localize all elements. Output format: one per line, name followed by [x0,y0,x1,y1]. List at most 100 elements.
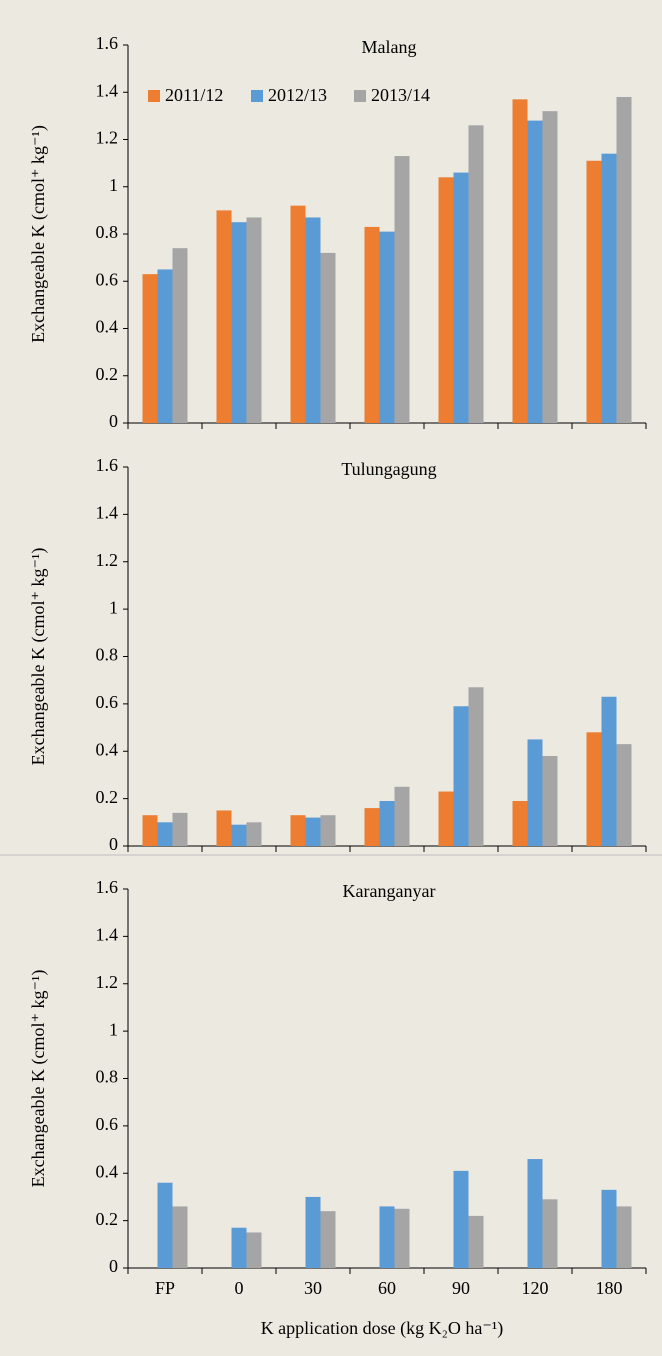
bar [172,248,188,423]
bar [246,1232,262,1268]
y-tick-label: 0 [109,411,118,431]
bar [601,696,617,846]
y-tick-label: 1.6 [96,877,119,897]
x-tick-label: 180 [596,1278,623,1298]
bar [453,706,469,846]
bar [616,1206,632,1268]
y-tick-label: 0.8 [96,645,119,665]
x-tick-label: 60 [378,1278,396,1298]
y-tick-label: 0.2 [96,364,119,384]
bar [364,808,380,846]
legend-label: 2012/13 [268,85,327,105]
bar [394,156,410,423]
bar [438,177,454,423]
bar [305,1196,321,1268]
bar [601,153,617,424]
bar [157,269,173,423]
chart-title: Tulungagung [341,459,436,479]
bar [305,817,321,846]
bar [172,812,188,846]
y-tick-label: 1.4 [96,925,119,945]
chart-title: Karanganyar [343,881,436,901]
legend-swatch [354,90,366,102]
legend-label: 2011/12 [165,85,223,105]
bar [320,252,336,423]
bar [512,99,528,424]
bar [231,824,247,846]
bar [527,739,543,846]
legend-swatch [251,90,263,102]
bar [379,800,395,846]
bar [542,111,558,424]
y-tick-label: 0.4 [96,739,119,759]
bar [320,1211,336,1268]
y-tick-label: 1.6 [96,455,119,475]
bar [231,222,247,423]
bar [586,732,602,846]
bar [601,1189,617,1268]
legend-swatch [148,90,160,102]
y-axis-label: Exchangeable K (cmol⁺ kg⁻¹) [28,125,49,343]
legend-label: 2013/14 [371,85,430,105]
bar [246,217,262,423]
y-tick-label: 1.6 [96,33,119,53]
bar [157,822,173,846]
y-tick-label: 0.4 [96,1161,119,1181]
y-tick-label: 0.2 [96,1209,119,1229]
y-tick-label: 0.8 [96,1067,119,1087]
y-tick-label: 1 [109,175,118,195]
y-tick-label: 0.6 [96,269,119,289]
y-tick-label: 1.4 [96,80,119,100]
bar [231,1227,247,1268]
bar [364,226,380,423]
x-tick-label: FP [155,1278,175,1298]
x-axis-label: K application dose (kg K₂O ha⁻¹) [261,1318,504,1339]
y-tick-label: 0 [109,1256,118,1276]
y-tick-label: 1 [109,597,118,617]
bar [394,786,410,846]
x-tick-label: 0 [235,1278,244,1298]
bar [157,1182,173,1268]
bar [616,96,632,423]
y-tick-label: 1.2 [96,972,119,992]
bar [216,810,232,846]
bar [527,1159,543,1268]
y-tick-label: 0.4 [96,317,119,337]
y-axis-label: Exchangeable K (cmol⁺ kg⁻¹) [28,548,49,766]
bar [512,800,528,846]
bar [453,1170,469,1268]
bar [586,160,602,423]
bar [320,815,336,846]
bar [527,120,543,423]
y-tick-label: 1.2 [96,550,119,570]
y-axis-label: Exchangeable K (cmol⁺ kg⁻¹) [28,970,49,1188]
bar [142,274,158,423]
bar [216,210,232,423]
bar [468,1215,484,1268]
y-tick-label: 1 [109,1019,118,1039]
bar [290,205,306,423]
bar [246,822,262,846]
x-tick-label: 120 [522,1278,549,1298]
bar [542,1199,558,1268]
bar [290,815,306,846]
bar [305,217,321,423]
bar [438,791,454,846]
y-tick-label: 0 [109,834,118,854]
y-tick-label: 0.6 [96,1114,119,1134]
y-tick-label: 1.4 [96,503,119,523]
bar [616,744,632,846]
bar [468,687,484,846]
x-tick-label: 90 [452,1278,470,1298]
y-tick-label: 0.2 [96,787,119,807]
bar [468,125,484,423]
y-tick-label: 1.2 [96,128,119,148]
bar [453,172,469,423]
bar [172,1206,188,1268]
y-tick-label: 0.6 [96,692,119,712]
bar [379,1206,395,1268]
chart-title: Malang [362,37,417,57]
y-tick-label: 0.8 [96,222,119,242]
